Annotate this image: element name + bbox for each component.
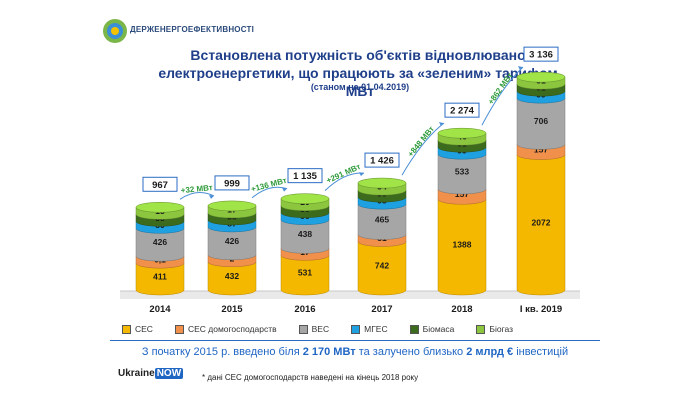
legend-swatch [351,324,361,334]
legend-label: СЕС [135,324,153,334]
increment-arrow [481,66,524,126]
total-label: 999 [224,178,240,189]
logo-icon [103,19,127,43]
chart-title-line1: Встановлена потужність об'єктів відновлю… [190,47,530,63]
x-tick-label: 2018 [451,304,472,315]
ukraine-now-logo: Ukraine NOW [118,368,184,379]
segment-value-label: 2072 [532,217,551,227]
segment-value-label: 438 [298,229,312,239]
x-tick-label: 2016 [294,304,315,315]
total-box [287,168,323,184]
chart-title: Встановлена потужність об'єктів відновлю… [150,46,570,100]
segment-value-label: 706 [534,116,548,126]
total-box [142,176,178,192]
legend: СЕС СЕС домогосподарств ВЕС МГЕС Біомаса Біог… [122,322,592,336]
footnote: * дані СЕС домогосподарств наведені на к… [202,373,419,382]
legend-swatch [476,324,486,334]
total-box [444,102,480,118]
legend-swatch [298,324,308,334]
brand-now: NOW [154,368,184,379]
legend-item: Біомаса [409,324,455,334]
legend-item: Біогаз [476,324,513,334]
segment-value-label: 426 [153,237,167,247]
x-tick-label: І кв. 2019 [520,304,562,315]
increment-arrowhead [209,194,214,199]
increment-label: +848 МВт [406,124,436,158]
footer-text-pre: З початку 2015 р. введено біля [141,346,303,358]
legend-label: Біогаз [489,324,514,334]
legend-item: ВЕС [298,324,330,334]
bar-top-cap [516,71,566,83]
increment-label: +862 МВт [486,71,514,106]
segment-value-label: 742 [375,261,389,271]
legend-item: СЕС домогосподарств [174,324,277,334]
total-box [214,175,250,191]
increment-arrow [251,186,288,199]
total-label: 2 274 [450,106,474,117]
increment-label: +32 МВт [180,183,213,195]
footer-text-post: інвестицій [516,346,569,358]
bar-top-cap [357,177,407,189]
total-label: 3 136 [529,50,553,61]
total-box [523,46,559,62]
bar-top-cap [135,201,185,213]
legend-label: ВЕС [311,324,330,334]
segment-value-label: 533 [455,167,469,177]
bar-top-cap [280,193,330,204]
x-tick-label: 2017 [371,304,392,315]
legend-label: СЕС домогосподарств [187,324,277,334]
segment-value-label: 465 [375,214,389,224]
segment-value-label: 411 [153,272,167,282]
increment-arrowhead [359,172,364,177]
total-label: 1 135 [293,171,317,182]
legend-item: СЕС [122,324,153,334]
total-box [364,152,400,168]
footer-divider [110,340,600,341]
increment-arrow [401,122,445,176]
brand-text: Ukraine [118,368,155,379]
increment-label: +136 МВт [250,176,288,194]
total-label: 1 426 [370,156,394,167]
chart-title-line2: електроенергетики, що працюють за «зелен… [158,65,562,99]
segment-value-label: 531 [298,268,312,278]
legend-item: МГЕС [351,324,388,334]
legend-swatch [174,324,184,334]
segment-value-label: 432 [225,271,239,281]
total-label: 967 [152,180,168,191]
x-tick-label: 2015 [221,304,243,315]
segment-value-label: 426 [225,236,239,246]
footer-text-mid: та залучено близько [355,346,467,358]
segment-value-label: 1388 [453,240,472,250]
legend-label: МГЕС [364,324,388,334]
logo [100,12,300,46]
footer-mw: 2 170 МВт [302,346,356,358]
x-tick-label: 2014 [149,304,171,315]
bar-top-cap [207,200,257,212]
chart-subtitle: (станом на 01.04.2019) [310,82,410,92]
footer-investment: 2 млрд € [466,346,517,358]
increment-arrowhead [282,187,287,192]
legend-swatch [122,324,131,334]
legend-swatch [409,324,419,334]
increment-arrow [179,191,215,200]
logo-text: ДЕРЖЕНЕРГОЕФЕКТИВНОСТІ [130,25,255,34]
increment-arrowhead [439,122,444,127]
bar-top-cap [437,127,487,139]
chart-floor [120,291,580,299]
footer-summary: З початку 2015 р. введено біля 2 170 МВт… [110,346,600,358]
increment-arrowhead [518,66,523,71]
legend-label: Біомаса [422,324,455,334]
